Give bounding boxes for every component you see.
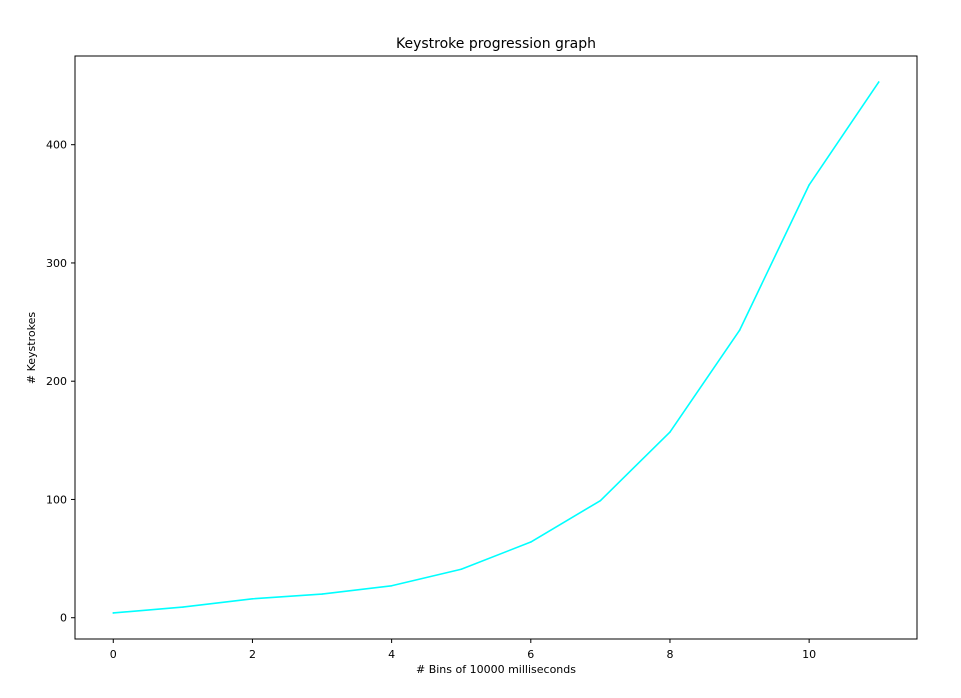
x-tick-label: 4 xyxy=(388,648,395,661)
data-point xyxy=(460,568,463,571)
y-axis-label: # Keystrokes xyxy=(25,312,38,384)
data-point xyxy=(669,431,671,433)
data-point xyxy=(112,612,115,614)
data-point xyxy=(321,593,323,595)
series-line xyxy=(112,81,880,614)
data-point xyxy=(182,606,184,608)
series-layer xyxy=(112,81,880,614)
data-points-layer xyxy=(112,81,880,614)
x-tick-label: 10 xyxy=(802,648,816,661)
x-axis-label: # Bins of 10000 milliseconds xyxy=(416,663,576,676)
x-tick-label: 8 xyxy=(666,648,673,661)
y-tick-label: 300 xyxy=(46,257,67,270)
x-tick-label: 6 xyxy=(527,648,534,661)
plot-area-frame xyxy=(74,55,918,640)
x-tick-label: 0 xyxy=(110,648,117,661)
data-point xyxy=(738,329,741,332)
data-point xyxy=(529,541,532,543)
x-axis-ticks: 0 2 4 6 8 10 xyxy=(110,639,816,661)
y-axis-ticks: 0 100 200 300 400 xyxy=(46,139,75,625)
x-tick-label: 2 xyxy=(249,648,256,661)
data-point xyxy=(251,597,254,600)
y-tick-label: 400 xyxy=(46,139,67,152)
chart-title: Keystroke progression graph xyxy=(396,36,596,52)
data-point xyxy=(877,81,880,83)
y-tick-label: 100 xyxy=(46,493,67,506)
data-point xyxy=(390,584,393,587)
y-tick-label: 200 xyxy=(46,375,67,388)
data-point xyxy=(808,184,810,186)
data-point xyxy=(599,499,602,502)
y-tick-label: 0 xyxy=(60,612,67,625)
